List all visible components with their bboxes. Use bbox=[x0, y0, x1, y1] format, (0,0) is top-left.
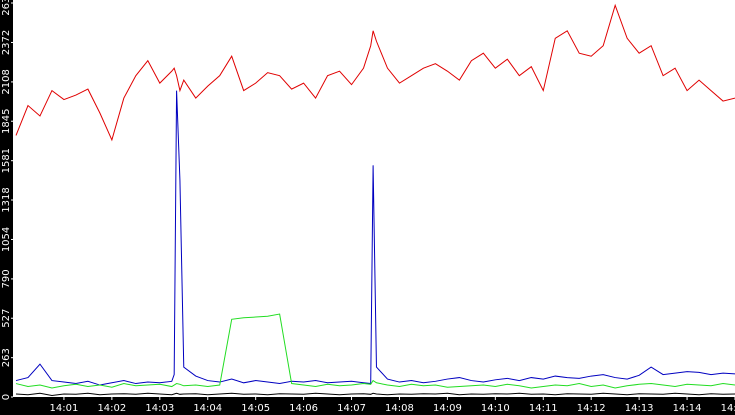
series-line bbox=[15, 90, 735, 386]
x-tick-label: 14:04 bbox=[193, 403, 222, 414]
y-tick-label: 1581 bbox=[1, 148, 12, 173]
x-tick-label: 14:12 bbox=[577, 403, 606, 414]
y-tick-label: 2372 bbox=[1, 30, 12, 55]
x-tick-label: 14:07 bbox=[337, 403, 366, 414]
x-tick-label: 14:11 bbox=[529, 403, 558, 414]
y-tick-label: 2108 bbox=[1, 69, 12, 94]
y-tick-label: 263 bbox=[1, 348, 12, 367]
series-line bbox=[15, 392, 735, 397]
x-tick-label: 14:15 bbox=[721, 403, 735, 414]
y-tick-label: 527 bbox=[1, 309, 12, 328]
series-line bbox=[15, 313, 735, 389]
x-tick-label: 14:09 bbox=[433, 403, 462, 414]
x-tick-label: 14:03 bbox=[145, 403, 174, 414]
y-tick-label: 1318 bbox=[1, 187, 12, 212]
x-tick-label: 14:10 bbox=[481, 403, 510, 414]
y-tick-label: 0 bbox=[1, 394, 12, 400]
series-line bbox=[15, 3, 735, 142]
x-tick-label: 14:06 bbox=[289, 403, 318, 414]
y-tick-label: 1054 bbox=[1, 227, 12, 252]
x-tick-label: 14:05 bbox=[241, 403, 270, 414]
y-tick-label: 2636 bbox=[1, 0, 12, 16]
x-tick-label: 14:08 bbox=[385, 403, 414, 414]
x-tick-label: 14:01 bbox=[50, 403, 79, 414]
y-tick-label: 790 bbox=[1, 269, 12, 288]
x-tick-label: 14:14 bbox=[673, 403, 702, 414]
x-tick-label: 14:02 bbox=[97, 403, 126, 414]
x-tick-label: 14:13 bbox=[625, 403, 654, 414]
y-tick-label: 1845 bbox=[1, 109, 12, 134]
